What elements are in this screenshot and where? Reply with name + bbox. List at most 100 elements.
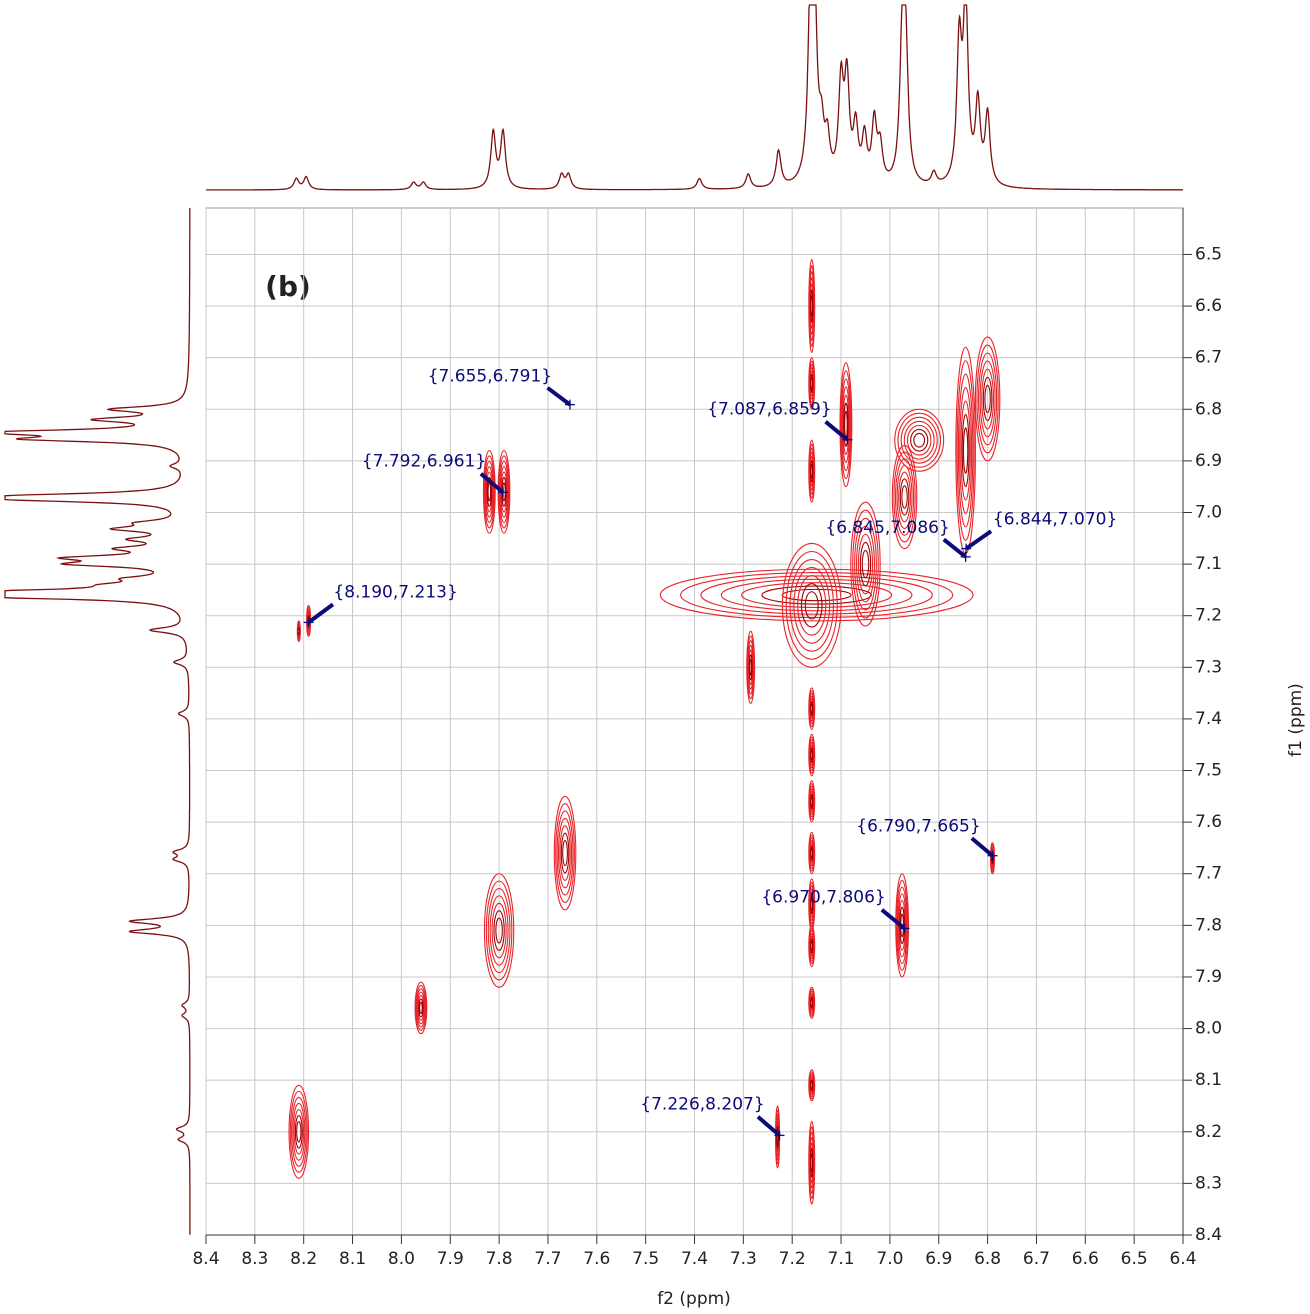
peak-arrow [546,386,572,407]
contour [841,386,851,464]
contour [984,384,991,414]
y-tick-label: 6.9 [1195,451,1222,471]
x-tick-label: 6.5 [1121,1249,1148,1269]
peak-arrow [964,529,993,551]
contour [800,583,823,628]
peak-arrow [479,472,505,494]
peak-label: {7.792,6.961} [362,451,486,471]
contour [485,466,494,518]
contour [493,910,505,951]
contour [553,795,577,911]
y-tick-label: 6.6 [1195,296,1222,316]
y-tick-label: 7.2 [1195,606,1222,626]
contour [484,460,495,523]
x-tick-label: 8.1 [339,1249,366,1269]
peak-arrow [880,908,906,930]
contour [793,567,831,644]
contour [557,817,573,889]
contour [841,378,851,472]
contour [288,1084,310,1179]
contour [485,471,493,513]
contour [850,501,881,627]
y-tick-label: 6.7 [1195,348,1222,368]
contour [495,917,503,944]
contour [861,549,870,579]
contour [416,988,426,1028]
contour [894,458,915,536]
contour [855,525,875,603]
contour [416,991,426,1025]
y-tick-label: 7.4 [1195,709,1222,729]
contour [859,541,872,587]
contour [854,517,877,611]
contour [555,803,575,904]
contour [556,810,574,896]
contour [910,428,929,452]
y-tick-label: 6.5 [1195,244,1222,264]
x-tick-label: 6.6 [1072,1249,1099,1269]
contour [810,898,814,911]
contour [294,1114,303,1149]
contour [749,658,753,676]
contour [840,370,852,480]
x-tick-label: 7.3 [730,1249,757,1269]
contour [844,410,848,439]
y-tick-label: 7.9 [1195,967,1222,987]
x-tick-label: 6.7 [1023,1249,1050,1269]
contour [957,373,974,528]
contour [810,998,814,1007]
x-tick-label: 7.9 [437,1249,464,1269]
contour [961,413,970,488]
x-tick-label: 6.9 [925,1249,952,1269]
contour [900,416,938,464]
contour [482,450,496,534]
x-tick-label: 8.4 [192,1249,219,1269]
x-tick-label: 7.6 [583,1249,610,1269]
peak-label: {8.190,7.213} [333,582,457,602]
contour [906,424,932,456]
x-tick-label: 8.2 [290,1249,317,1269]
contour [894,408,945,472]
contour [895,873,910,978]
contour [810,1153,814,1173]
contour [559,825,571,881]
contour [418,998,424,1018]
y-tick-label: 7.0 [1195,502,1222,522]
x-tick-label: 7.7 [534,1249,561,1269]
contour [485,880,513,981]
contour [978,352,998,446]
contour [486,476,492,507]
contour [700,575,933,615]
contour [896,879,909,971]
peak-label: {6.844,7.070} [993,510,1117,530]
y-tick-label: 7.6 [1195,812,1222,832]
peak-label: {7.655,6.791} [428,367,552,387]
contour [839,362,853,488]
left-projection [4,208,191,1235]
x-axis-title: f2 (ppm) [657,1289,731,1309]
contour [976,344,999,454]
contour [560,832,570,874]
contour [804,591,819,620]
contour [857,533,874,595]
contour [483,873,515,988]
x-tick-label: 6.8 [974,1249,1001,1269]
y-tick-label: 7.3 [1195,657,1222,677]
contour [903,420,935,460]
x-tick-label: 7.2 [779,1249,806,1269]
contour [415,984,427,1031]
peak-label: {6.790,7.665} [856,817,980,837]
contour [293,1108,305,1155]
x-tick-label: 7.4 [681,1249,708,1269]
contour [810,940,814,952]
peak-label: {6.845,7.086} [825,518,949,538]
contour [810,703,814,714]
y-axis-title: f1 (ppm) [1286,683,1306,757]
x-tick-label: 7.0 [876,1249,903,1269]
contour [959,387,973,515]
y-tick-label: 6.8 [1195,399,1222,419]
contour [810,749,814,761]
contour [842,394,850,456]
contour [491,902,507,959]
